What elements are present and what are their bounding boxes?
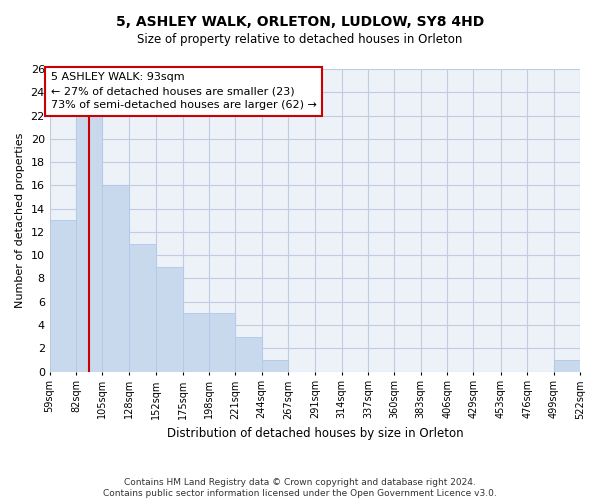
- Bar: [156, 267, 182, 372]
- X-axis label: Distribution of detached houses by size in Orleton: Distribution of detached houses by size …: [167, 427, 463, 440]
- Bar: [129, 244, 156, 372]
- Bar: [262, 360, 288, 372]
- Text: 5, ASHLEY WALK, ORLETON, LUDLOW, SY8 4HD: 5, ASHLEY WALK, ORLETON, LUDLOW, SY8 4HD: [116, 15, 484, 29]
- Bar: [209, 314, 235, 372]
- Bar: [182, 314, 209, 372]
- Bar: [50, 220, 76, 372]
- Text: 5 ASHLEY WALK: 93sqm
← 27% of detached houses are smaller (23)
73% of semi-detac: 5 ASHLEY WALK: 93sqm ← 27% of detached h…: [51, 72, 317, 110]
- Y-axis label: Number of detached properties: Number of detached properties: [15, 132, 25, 308]
- Bar: [554, 360, 580, 372]
- Bar: [235, 336, 262, 372]
- Text: Size of property relative to detached houses in Orleton: Size of property relative to detached ho…: [137, 32, 463, 46]
- Bar: [103, 186, 129, 372]
- Bar: [76, 116, 103, 372]
- Text: Contains HM Land Registry data © Crown copyright and database right 2024.
Contai: Contains HM Land Registry data © Crown c…: [103, 478, 497, 498]
